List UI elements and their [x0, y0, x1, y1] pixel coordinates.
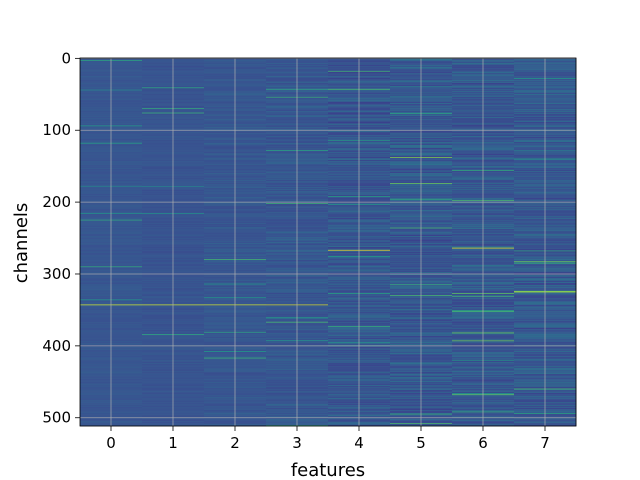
y-tick-label: 400 — [42, 337, 71, 355]
x-tick-label: 1 — [168, 434, 178, 452]
plot-frame — [79, 57, 577, 427]
y-tick-label: 200 — [42, 193, 71, 211]
heatmap-cells — [80, 58, 577, 427]
plot-area — [79, 57, 577, 427]
x-tick-label: 6 — [478, 434, 488, 452]
x-axis-ticks: 0 1 2 3 4 5 6 7 — [106, 426, 550, 452]
x-axis-label: features — [291, 460, 365, 480]
x-tick-label: 2 — [230, 434, 240, 452]
y-tick-label: 500 — [42, 409, 71, 427]
x-tick-label: 5 — [416, 434, 426, 452]
y-tick-label: 300 — [42, 265, 71, 283]
x-tick-label: 3 — [292, 434, 302, 452]
y-axis-label: channels — [11, 203, 32, 284]
y-axis-ticks: 0 100 200 300 400 500 — [42, 49, 80, 427]
y-tick-label: 0 — [61, 49, 71, 67]
y-tick-label: 100 — [42, 121, 71, 139]
x-tick-label: 0 — [106, 434, 116, 452]
x-tick-label: 4 — [354, 434, 364, 452]
x-tick-label: 7 — [540, 434, 550, 452]
